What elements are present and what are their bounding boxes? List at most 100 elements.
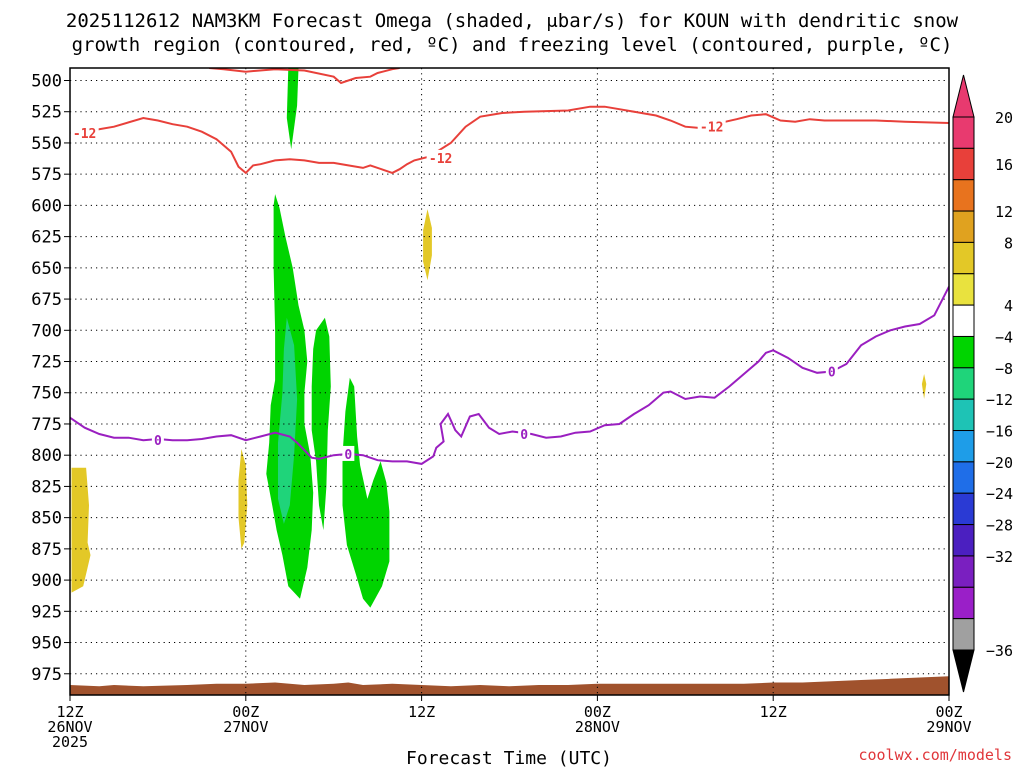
omega-region-4 (278, 317, 298, 524)
y-tick-label: 675 (31, 290, 62, 310)
x-tick-label: 12Z (408, 703, 435, 721)
colorbar-segment (952, 210, 975, 243)
plot-area: -12 -12 -12 0 0 0 0 (69, 67, 950, 696)
freezing-contour-label: 0 (344, 448, 352, 463)
y-tick-label: 825 (31, 477, 62, 497)
colorbar-label: −12 (986, 391, 1013, 409)
freezing-label-bg (342, 445, 355, 461)
colorbar: 20 16 12 8 4 −4 −8 −12 −16 −20 −24 −28 −32 −36 (952, 74, 1013, 693)
freezing-contour (70, 286, 949, 465)
colorbar-min-arrow (952, 649, 975, 693)
colorbar-label: −8 (995, 360, 1013, 378)
colorbar-label: −32 (986, 548, 1013, 566)
omega-region-0 (286, 68, 299, 150)
colorbar-label: 16 (995, 156, 1013, 174)
y-tick-label: 525 (31, 103, 62, 123)
omega-region-6 (238, 448, 248, 549)
y-tick-label: 650 (31, 259, 62, 279)
y-axis: 500 525 550 575 600 625 650 675 700 725 750 775 800 8… (31, 71, 70, 685)
x-tick-label-line: 27NOV (223, 718, 268, 736)
x-axis-label: Forecast Time (UTC) (406, 748, 612, 768)
plot-frame (69, 67, 950, 696)
y-tick-label: 850 (31, 509, 62, 529)
omega-shading-layer (71, 68, 927, 608)
chart-title-line2: growth region (contoured, red, ºC) and f… (72, 34, 953, 56)
colorbar-segment (952, 273, 975, 306)
colorbar-label: −36 (986, 642, 1013, 660)
omega-region-2 (311, 317, 331, 531)
colorbar-label: −16 (986, 423, 1013, 441)
colorbar-segment (952, 335, 975, 369)
freezing-label-bg (518, 425, 531, 441)
x-tick-label-line: 26NOV (47, 718, 92, 736)
colorbar-label: 20 (995, 109, 1013, 127)
y-tick-label: 925 (31, 602, 62, 622)
colorbar-segment (952, 618, 975, 651)
x-tick-label: 12Z (760, 703, 787, 721)
terrain-fill (70, 676, 949, 695)
grid-layer (69, 68, 950, 695)
colorbar-segment (952, 179, 975, 212)
x-tick-label: 00Z 28NOV (575, 703, 620, 736)
contour-layer: -12 -12 -12 0 0 0 0 (70, 68, 949, 465)
x-tick-label-line: 00Z (584, 703, 611, 721)
y-tick-label: 875 (31, 540, 62, 560)
y-tick-label: 775 (31, 415, 62, 435)
colorbar-segment (952, 304, 975, 337)
colorbar-segment (952, 524, 975, 557)
y-tick-label: 700 (31, 321, 62, 341)
y-tick-label: 600 (31, 196, 62, 216)
colorbar-label: 8 (1004, 234, 1013, 252)
colorbar-label: 12 (995, 203, 1013, 221)
y-tick-label: 800 (31, 446, 62, 466)
x-tick-label-line: 12Z (56, 703, 83, 721)
y-tick-label: 550 (31, 134, 62, 154)
colorbar-label: −20 (986, 454, 1013, 472)
omega-region-8 (921, 374, 927, 399)
colorbar-segment (952, 555, 975, 588)
x-tick-label-line: 12Z (408, 703, 435, 721)
omega-region-7 (423, 209, 432, 281)
freezing-contour-label: 0 (154, 434, 162, 449)
colorbar-segment (952, 398, 975, 432)
y-tick-label: 625 (31, 228, 62, 248)
freezing-label-bg (825, 363, 838, 379)
x-tick-label-line: 00Z (935, 703, 962, 721)
colorbar-max-arrow (952, 74, 975, 118)
colorbar-label: −28 (986, 517, 1013, 535)
y-tick-label: 575 (31, 165, 62, 185)
credit-text: coolwx.com/models (858, 746, 1012, 764)
dgz-contour-lower (70, 105, 949, 175)
freezing-label-bg (151, 432, 164, 448)
omega-region-5 (71, 467, 91, 593)
colorbar-segment (952, 586, 975, 620)
x-tick-label-line: 28NOV (575, 718, 620, 736)
freezing-contour-label: 0 (520, 428, 528, 443)
y-tick-label: 975 (31, 665, 62, 685)
freezing-contour-label: 0 (828, 366, 836, 381)
colorbar-segment (952, 492, 975, 526)
colorbar-segment (952, 147, 975, 181)
x-tick-label-line: 29NOV (926, 718, 971, 736)
x-tick-label-line: 12Z (760, 703, 787, 721)
dgz-contour-label: -12 (700, 121, 723, 136)
y-tick-label: 500 (31, 71, 62, 91)
y-tick-label: 750 (31, 384, 62, 404)
x-tick-label: 00Z 27NOV (223, 703, 268, 736)
y-tick-label: 900 (31, 571, 62, 591)
colorbar-segment (952, 430, 975, 463)
x-tick-label: 12Z 26NOV 2025 (47, 703, 92, 751)
y-tick-label: 725 (31, 353, 62, 373)
dgz-label-bg (70, 124, 99, 140)
colorbar-label: −4 (995, 328, 1013, 346)
colorbar-label: 4 (1004, 297, 1013, 315)
y-tick-label: 950 (31, 634, 62, 654)
colorbar-segment (952, 241, 975, 275)
colorbar-segment (952, 367, 975, 400)
dgz-label-bg (697, 118, 726, 134)
colorbar-segment (952, 461, 975, 494)
chart-title-line1: 2025112612 NAM3KM Forecast Omega (shaded… (66, 10, 959, 32)
dgz-label-bg (426, 149, 455, 165)
